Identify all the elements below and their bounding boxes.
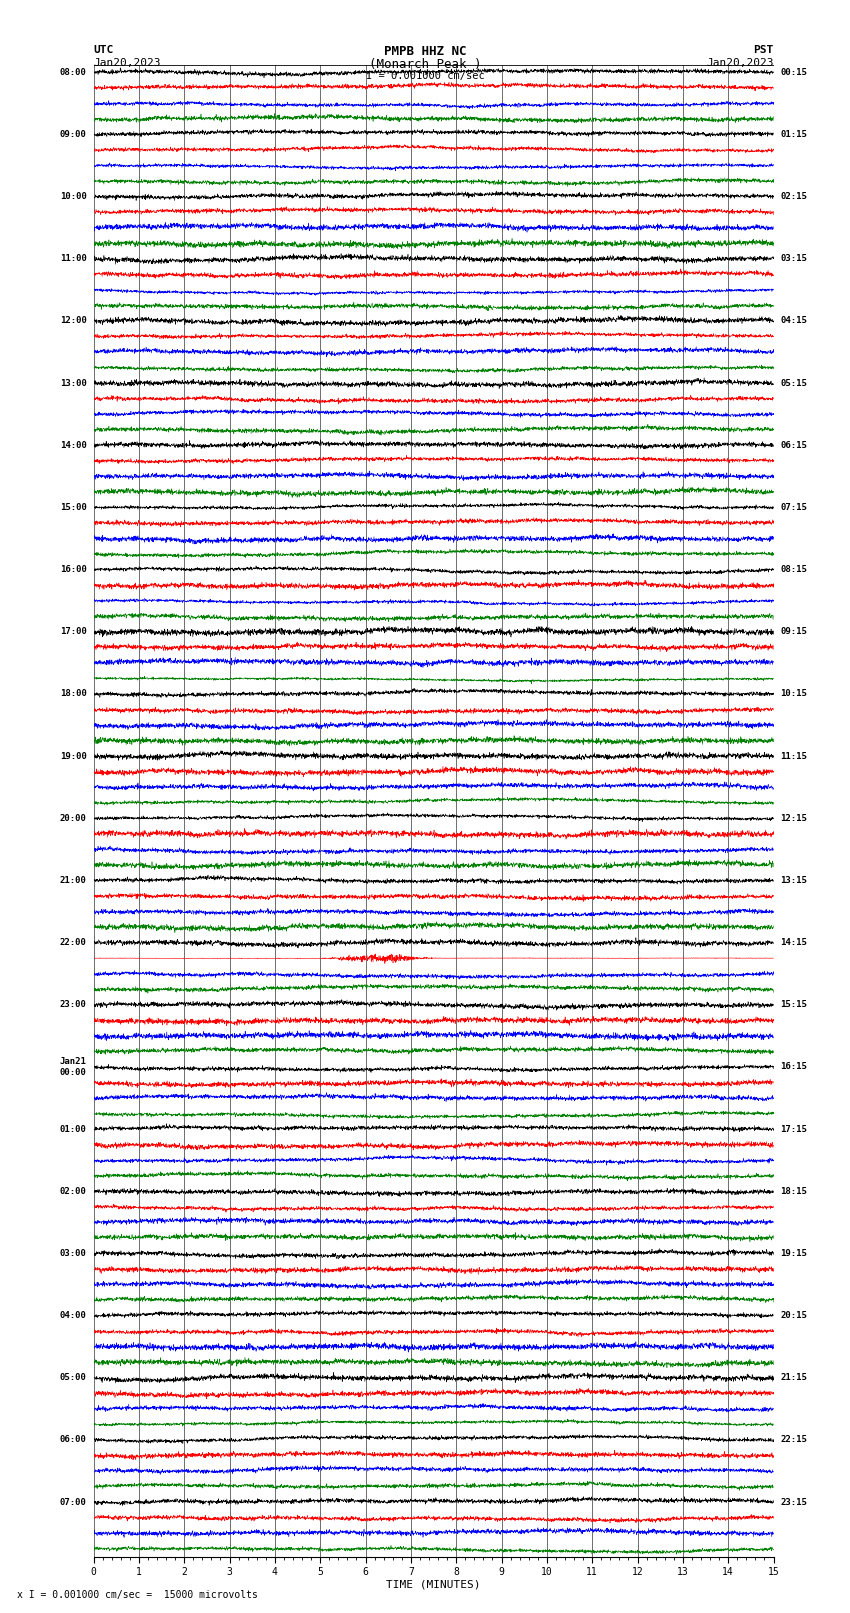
Text: 13:15: 13:15 xyxy=(780,876,808,886)
Text: 20:15: 20:15 xyxy=(780,1311,808,1319)
Text: 23:15: 23:15 xyxy=(780,1497,808,1507)
Text: 13:00: 13:00 xyxy=(60,379,87,387)
Text: 12:00: 12:00 xyxy=(60,316,87,326)
Text: 22:15: 22:15 xyxy=(780,1436,808,1445)
Text: 00:15: 00:15 xyxy=(780,68,808,77)
Text: 16:00: 16:00 xyxy=(60,565,87,574)
Text: 18:15: 18:15 xyxy=(780,1187,808,1195)
Text: 20:00: 20:00 xyxy=(60,815,87,823)
Text: UTC: UTC xyxy=(94,45,114,55)
Text: 03:00: 03:00 xyxy=(60,1248,87,1258)
Text: 17:00: 17:00 xyxy=(60,627,87,636)
Text: 02:00: 02:00 xyxy=(60,1187,87,1195)
Text: (Monarch Peak ): (Monarch Peak ) xyxy=(369,58,481,71)
Text: 14:15: 14:15 xyxy=(780,939,808,947)
Text: 21:00: 21:00 xyxy=(60,876,87,886)
Text: x I = 0.001000 cm/sec =  15000 microvolts: x I = 0.001000 cm/sec = 15000 microvolts xyxy=(17,1590,258,1600)
Text: 08:00: 08:00 xyxy=(60,68,87,77)
Text: 05:15: 05:15 xyxy=(780,379,808,387)
Text: PST: PST xyxy=(753,45,774,55)
Text: 10:15: 10:15 xyxy=(780,689,808,698)
Text: 23:00: 23:00 xyxy=(60,1000,87,1010)
Text: 06:00: 06:00 xyxy=(60,1436,87,1445)
Text: 17:15: 17:15 xyxy=(780,1124,808,1134)
Text: 18:00: 18:00 xyxy=(60,689,87,698)
Text: PMPB HHZ NC: PMPB HHZ NC xyxy=(383,45,467,58)
Text: 03:15: 03:15 xyxy=(780,255,808,263)
Text: 11:15: 11:15 xyxy=(780,752,808,761)
Text: 04:15: 04:15 xyxy=(780,316,808,326)
Text: 19:00: 19:00 xyxy=(60,752,87,761)
Text: 15:00: 15:00 xyxy=(60,503,87,511)
Text: 10:00: 10:00 xyxy=(60,192,87,202)
Text: 16:15: 16:15 xyxy=(780,1063,808,1071)
Text: 08:15: 08:15 xyxy=(780,565,808,574)
Text: 07:15: 07:15 xyxy=(780,503,808,511)
Text: 15:15: 15:15 xyxy=(780,1000,808,1010)
Text: I = 0.001000 cm/sec: I = 0.001000 cm/sec xyxy=(366,71,484,81)
Text: 11:00: 11:00 xyxy=(60,255,87,263)
Text: 01:00: 01:00 xyxy=(60,1124,87,1134)
Text: 04:00: 04:00 xyxy=(60,1311,87,1319)
Text: 21:15: 21:15 xyxy=(780,1373,808,1382)
Text: 12:15: 12:15 xyxy=(780,815,808,823)
Text: 07:00: 07:00 xyxy=(60,1497,87,1507)
Text: Jan21
00:00: Jan21 00:00 xyxy=(60,1057,87,1076)
Text: 09:15: 09:15 xyxy=(780,627,808,636)
Text: 09:00: 09:00 xyxy=(60,131,87,139)
X-axis label: TIME (MINUTES): TIME (MINUTES) xyxy=(386,1579,481,1590)
Text: Jan20,2023: Jan20,2023 xyxy=(94,58,161,68)
Text: 06:15: 06:15 xyxy=(780,440,808,450)
Text: 22:00: 22:00 xyxy=(60,939,87,947)
Text: 19:15: 19:15 xyxy=(780,1248,808,1258)
Text: 01:15: 01:15 xyxy=(780,131,808,139)
Text: 14:00: 14:00 xyxy=(60,440,87,450)
Text: 05:00: 05:00 xyxy=(60,1373,87,1382)
Text: Jan20,2023: Jan20,2023 xyxy=(706,58,774,68)
Text: 02:15: 02:15 xyxy=(780,192,808,202)
